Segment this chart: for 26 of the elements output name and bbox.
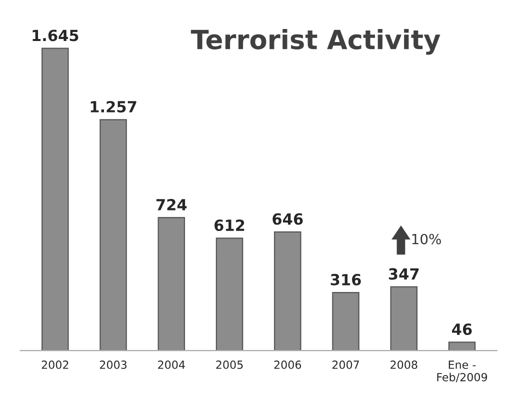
bar — [42, 48, 69, 351]
x-tick-label: 2008 — [390, 360, 418, 369]
chart-title: Terrorist Activity — [190, 29, 440, 55]
x-tick-label: 2004 — [158, 360, 185, 369]
bar — [158, 217, 186, 351]
annotation: 10% — [412, 234, 441, 244]
data-label: 316 — [330, 274, 361, 286]
data-label: 646 — [272, 213, 303, 225]
bar — [390, 286, 418, 351]
x-tick-label: Ene - Feb/2009 — [437, 360, 488, 382]
x-tick-label: 2002 — [42, 360, 68, 369]
bar — [216, 238, 244, 351]
data-label: 46 — [452, 323, 472, 336]
x-tick-label: 2003 — [100, 360, 127, 369]
data-label: 724 — [156, 198, 187, 210]
x-tick-label: 2007 — [332, 360, 359, 369]
bar — [448, 342, 476, 351]
data-label: 1.645 — [32, 30, 78, 42]
bar — [274, 231, 302, 351]
bar — [100, 119, 127, 351]
x-tick-label: 2006 — [274, 360, 302, 369]
bar — [332, 292, 360, 351]
data-label: 347 — [388, 268, 419, 280]
data-label: 1.257 — [90, 100, 136, 113]
x-tick-label: 2005 — [216, 360, 243, 369]
data-label: 612 — [214, 219, 244, 232]
